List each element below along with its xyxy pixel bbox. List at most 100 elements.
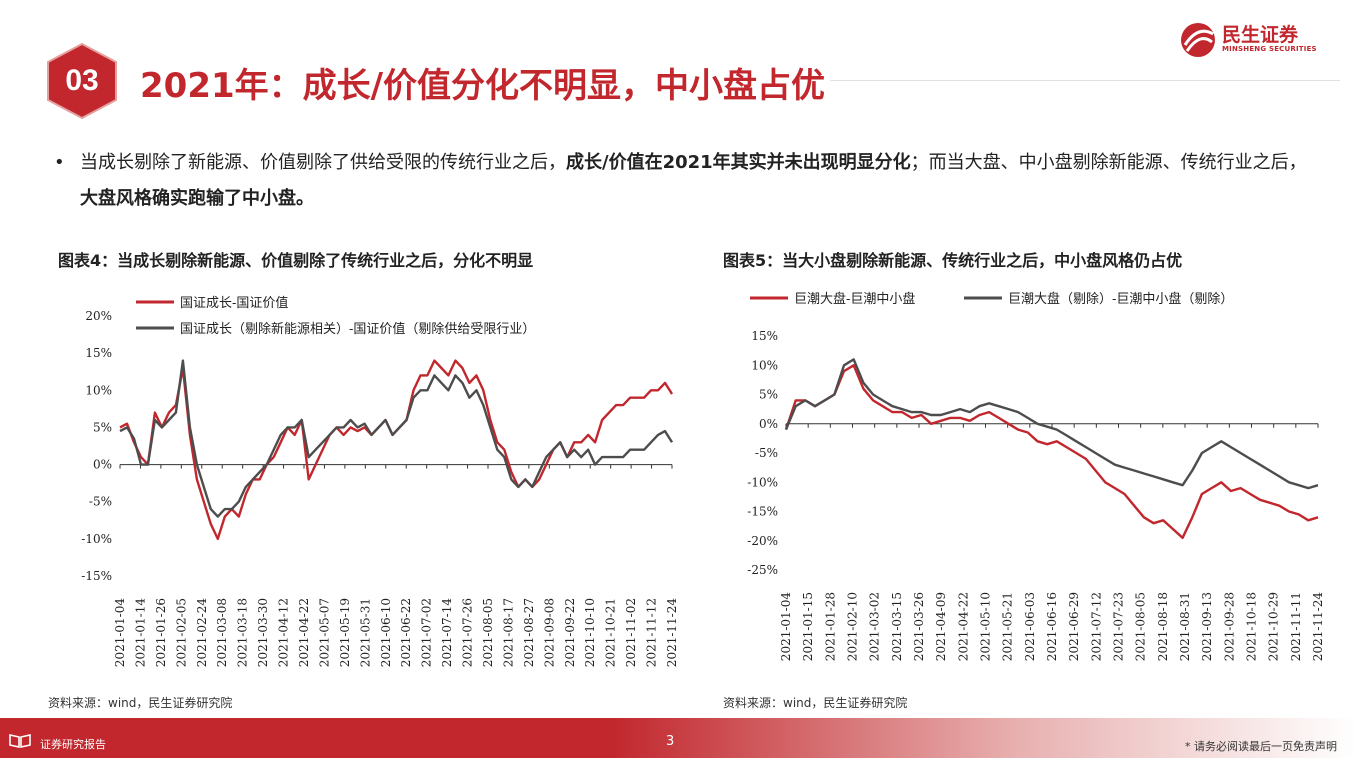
chart4-x-tick: 2021-03-30	[256, 598, 270, 667]
chart4-x-tick: 2021-05-07	[317, 598, 331, 667]
chart4-y-tick: 15%	[85, 346, 112, 360]
chart4-x-tick: 2021-02-05	[174, 598, 188, 667]
chart5-legend-label-1: 巨潮大盘（剔除）-巨潮中小盘（剔除）	[1008, 291, 1233, 307]
chart4-x-tick: 2021-01-14	[133, 598, 147, 668]
chart4-x-tick: 2021-11-12	[645, 598, 659, 667]
chart5-legend-label-0: 巨潮大盘-巨潮中小盘	[794, 291, 915, 307]
chart5: 15% 10% 5% 0% -5% -10% -15% -20% -25% 2021-01-04 2…	[747, 291, 1325, 662]
chart5-y-tick: -5%	[755, 446, 778, 460]
chart4-x-tick: 2021-09-22	[563, 598, 577, 667]
summary-text: 当成长剔除了新能源、价值剔除了供给受限的传统行业之后，成长/价值在2021年其实…	[80, 145, 1324, 217]
chart4-legend-label-0: 国证成长-国证价值	[180, 295, 288, 311]
chart5-x-tick: 2021-01-04	[779, 592, 793, 662]
chart5-x-tick: 2021-08-31	[1178, 592, 1192, 661]
chart4-x-tick: 2021-11-02	[624, 598, 638, 667]
chart4-x-tick: 2021-10-10	[583, 598, 597, 667]
chart4-title: 图表4：当成长剔除新能源、价值剔除了传统行业之后，分化不明显	[58, 251, 534, 270]
chart4-y-tick: 0%	[93, 458, 112, 472]
chart4-legend-label-1: 国证成长（剔除新能源相关）-国证价值（剔除供给受限行业）	[180, 321, 535, 337]
chart4-x-tick: 2021-01-26	[154, 598, 168, 667]
chart4-x-tick: 2021-05-31	[358, 598, 372, 667]
chart5-x-tick: 2021-06-16	[1045, 592, 1059, 661]
chart5-title: 图表5：当大小盘剔除新能源、传统行业之后，中小盘风格仍占优	[723, 251, 1183, 270]
chart5-x-tick: 2021-03-02	[868, 592, 882, 661]
minsheng-logo	[1181, 23, 1215, 57]
chart4-y-tick: 5%	[93, 420, 112, 434]
chart4-x-tick: 2021-02-24	[195, 598, 209, 668]
chart5-x-tick: 2021-11-24	[1311, 592, 1325, 662]
chart4-series-1-line	[119, 359, 674, 518]
chart4-x-tick: 2021-04-12	[277, 598, 291, 667]
chart4-x-tick: 2021-01-04	[113, 598, 127, 668]
chart5-x-tick: 2021-06-03	[1023, 592, 1037, 661]
chart5-x-tick: 2021-01-28	[823, 592, 837, 661]
chart5-source: 资料来源：wind，民生证券研究院	[723, 696, 908, 710]
section-badge: 03	[46, 42, 118, 120]
chart5-x-tick: 2021-01-15	[801, 592, 815, 661]
footer-bar	[0, 718, 1357, 758]
chart4-x-tick: 2021-06-10	[379, 598, 393, 667]
chart4-x-tick: 2021-05-19	[338, 598, 352, 667]
chart4-x-tick: 2021-08-27	[522, 598, 536, 667]
chart5-series-1-line	[784, 358, 1319, 490]
chart4-x-tick: 2021-11-24	[665, 598, 679, 668]
chart5-y-tick: -25%	[747, 563, 778, 577]
chart5-x-tick: 2021-05-10	[979, 592, 993, 661]
chart4-source: 资料来源：wind，民生证券研究院	[48, 696, 233, 710]
footer-label: 证券研究报告	[40, 738, 106, 751]
section-number: 03	[65, 64, 99, 97]
chart5-x-tick: 2021-05-21	[1001, 592, 1015, 661]
logo-text: 民生证券	[1222, 24, 1299, 46]
book-icon	[9, 734, 31, 748]
chart5-y-tick: 0%	[759, 417, 778, 431]
chart5-x-tick: 2021-10-18	[1245, 592, 1259, 661]
page-title: 2021年：成长/价值分化不明显，中小盘占优	[140, 66, 826, 106]
chart4-y-tick: -5%	[89, 495, 112, 509]
header-divider	[830, 80, 1340, 81]
chart4-y-tick: -10%	[81, 532, 112, 546]
bullet-dot: •	[54, 152, 65, 173]
chart5-y-tick: -20%	[747, 534, 778, 548]
chart4-x-tick: 2021-04-22	[297, 598, 311, 667]
chart4-x-tick: 2021-03-08	[215, 598, 229, 667]
summary-part2: ；而当大盘、中小盘剔除新能源、传统行业之后，	[910, 152, 1307, 173]
chart5-x-tick: 2021-03-15	[890, 592, 904, 661]
chart5-x-tick: 2021-04-22	[956, 592, 970, 661]
chart4-x-tick: 2021-08-05	[481, 598, 495, 667]
chart5-y-tick: -15%	[747, 505, 778, 519]
chart4-y-tick: 10%	[85, 383, 112, 397]
chart4-x-tick: 2021-03-18	[236, 598, 250, 667]
summary-part1: 当成长剔除了新能源、价值剔除了供给受限的传统行业之后，	[80, 152, 566, 173]
chart5-x-tick: 2021-03-26	[912, 592, 926, 661]
summary-bold1: 成长/价值在2021年其实并未出现明显分化	[566, 152, 911, 173]
chart5-y-tick: -10%	[747, 475, 778, 489]
chart4-y-tick: -15%	[81, 569, 112, 583]
chart5-series-0-line	[784, 364, 1319, 539]
chart4-x-tick: 2021-07-14	[440, 598, 454, 668]
chart5-x-tick: 2021-09-28	[1222, 592, 1236, 661]
summary-bold2: 大盘风格确实跑输了中小盘。	[80, 188, 314, 209]
chart5-x-tick: 2021-07-12	[1089, 592, 1103, 661]
chart4-y-tick: 20%	[85, 309, 112, 323]
chart5-x-tick: 2021-04-09	[934, 592, 948, 661]
footer-disclaimer: * 请务必阅读最后一页免责声明	[1185, 740, 1337, 753]
chart5-y-tick: 5%	[759, 388, 778, 402]
chart5-x-tick: 2021-07-23	[1112, 592, 1126, 661]
chart5-x-tick: 2021-06-29	[1067, 592, 1081, 661]
hexagon-icon	[47, 42, 117, 120]
page-number: 3	[666, 734, 675, 749]
chart4-x-tick: 2021-06-22	[399, 598, 413, 667]
chart4-x-tick: 2021-10-21	[604, 598, 618, 667]
chart5-x-tick: 2021-11-11	[1289, 592, 1303, 661]
logo-text-en: MINSHENG SECURITIES	[1222, 45, 1317, 53]
chart4: 20% 15% 10% 5% 0% -5% -10% -15% 2021-01-04 2021-0…	[81, 295, 679, 668]
chart4-x-tick: 2021-08-17	[501, 598, 515, 667]
chart5-x-tick: 2021-08-18	[1156, 592, 1170, 661]
chart5-x-tick: 2021-02-10	[846, 592, 860, 661]
chart5-x-tick: 2021-10-29	[1267, 592, 1281, 661]
chart4-x-tick: 2021-09-08	[542, 598, 556, 667]
chart5-x-tick: 2021-08-05	[1134, 592, 1148, 661]
chart4-x-tick: 2021-07-26	[461, 598, 475, 667]
chart5-y-tick: 10%	[751, 358, 778, 372]
chart5-y-tick: 15%	[751, 329, 778, 343]
